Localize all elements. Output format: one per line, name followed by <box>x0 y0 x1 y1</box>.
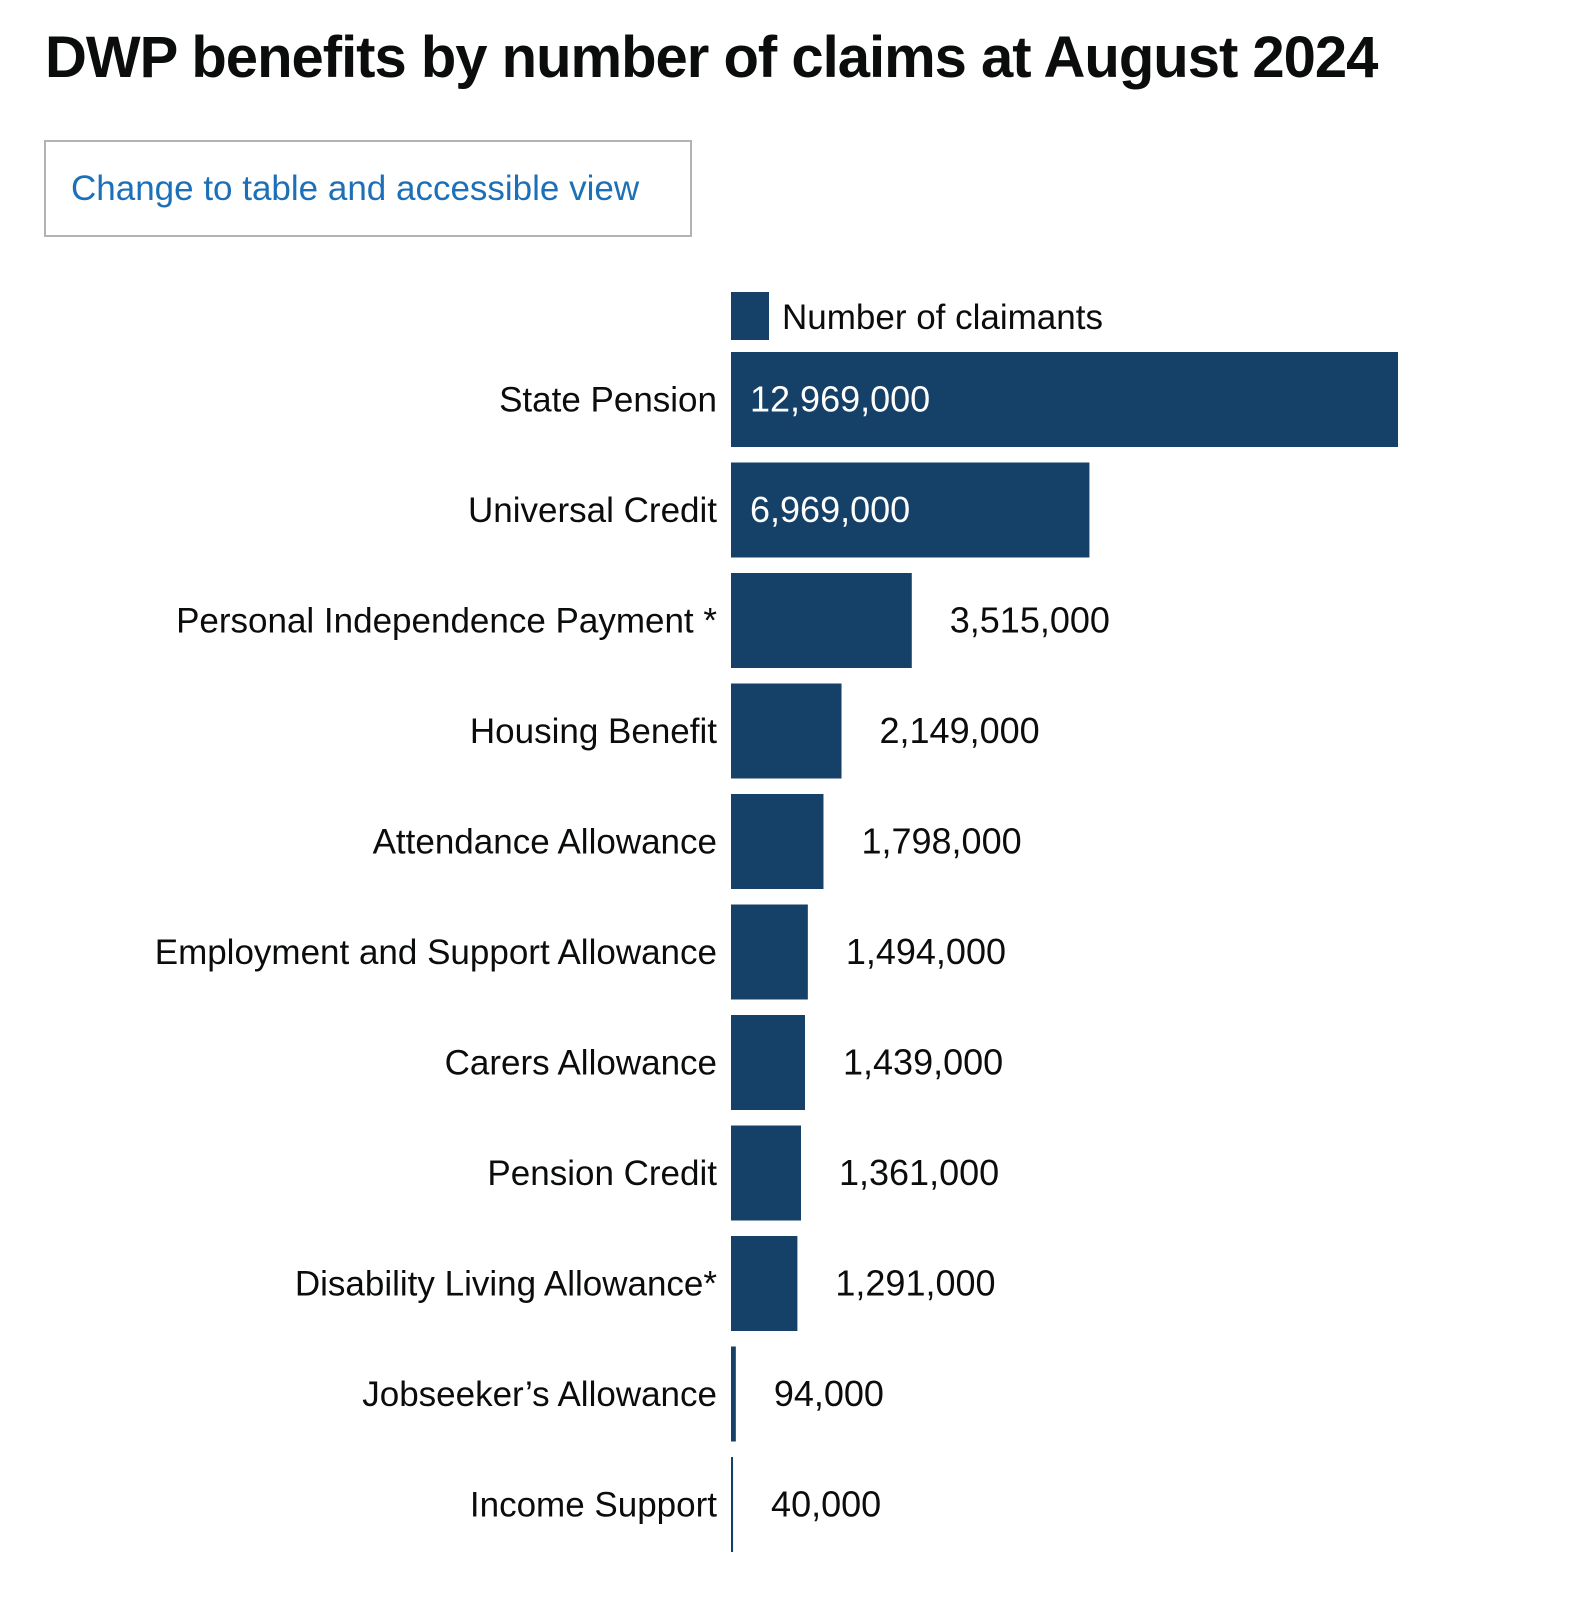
category-label: State Pension <box>499 381 717 420</box>
bar <box>731 1346 736 1442</box>
value-label: 1,439,000 <box>843 1042 1003 1083</box>
bar <box>731 1015 806 1110</box>
page-title: DWP benefits by number of claims at Augu… <box>45 25 1378 90</box>
bar <box>731 1236 798 1331</box>
toggle-table-view-label: Change to table and accessible view <box>71 168 640 208</box>
legend-swatch <box>731 292 769 340</box>
chart-legend: Number of claimants <box>731 292 1103 340</box>
bar <box>731 683 842 779</box>
category-label: Attendance Allowance <box>373 823 717 862</box>
bar <box>731 1457 734 1552</box>
category-label: Employment and Support Allowance <box>155 933 717 972</box>
category-label: Income Support <box>470 1486 717 1525</box>
value-label: 1,291,000 <box>835 1263 995 1304</box>
category-label: Pension Credit <box>487 1154 717 1193</box>
value-label: 94,000 <box>774 1373 884 1414</box>
category-label: Carers Allowance <box>445 1044 717 1083</box>
bar <box>731 573 912 668</box>
value-label: 1,798,000 <box>861 821 1021 862</box>
chart-bars: State Pension 12,969,000 Universal Credit 6… <box>155 352 1398 1552</box>
bar <box>731 462 1090 558</box>
category-label: Personal Independence Payment * <box>176 602 717 641</box>
value-label: 12,969,000 <box>750 379 930 420</box>
legend-label: Number of claimants <box>782 298 1103 337</box>
bar-chart: Number of claimants State Pension 12,969,… <box>155 292 1398 1552</box>
value-label: 40,000 <box>771 1484 881 1525</box>
toggle-table-view-button[interactable]: Change to table and accessible view <box>44 140 692 237</box>
category-label: Disability Living Allowance* <box>295 1265 718 1304</box>
value-label: 6,969,000 <box>750 489 910 530</box>
value-label: 1,494,000 <box>846 931 1006 972</box>
value-label: 2,149,000 <box>880 710 1040 751</box>
bar <box>731 794 824 889</box>
value-label: 1,361,000 <box>839 1152 999 1193</box>
value-label: 3,515,000 <box>950 600 1110 641</box>
category-label: Jobseeker’s Allowance <box>362 1375 717 1414</box>
category-label: Housing Benefit <box>470 712 717 751</box>
bar <box>731 352 1398 447</box>
bar <box>731 1125 801 1221</box>
bar <box>731 904 808 1000</box>
category-label: Universal Credit <box>468 491 717 530</box>
